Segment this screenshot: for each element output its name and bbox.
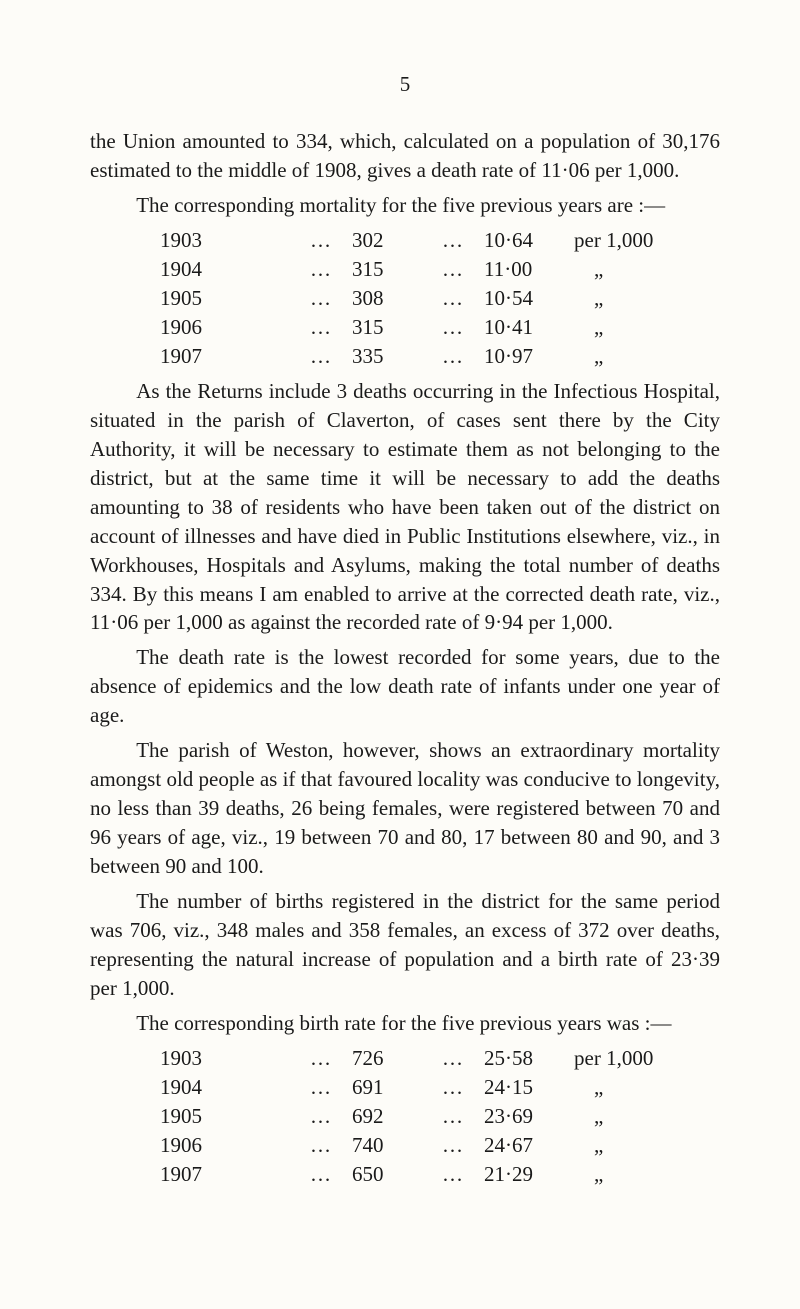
stat-rate: 23·69 xyxy=(484,1102,574,1131)
stat-year: 1905 xyxy=(90,1102,310,1131)
ditto-mark: „ xyxy=(574,284,720,313)
ellipsis: … xyxy=(442,342,484,371)
document-page: 5 the Union amounted to 334, which, calc… xyxy=(0,0,800,1309)
stat-rate: 24·67 xyxy=(484,1131,574,1160)
table-row: 1904 … 691 … 24·15 „ xyxy=(90,1073,720,1102)
stat-value: 650 xyxy=(352,1160,442,1189)
ellipsis: … xyxy=(310,1131,352,1160)
stat-value: 726 xyxy=(352,1044,442,1073)
births-table: 1903 … 726 … 25·58 per 1,000 1904 … 691 … xyxy=(90,1044,720,1189)
stat-value: 315 xyxy=(352,313,442,342)
stat-rate: 11·00 xyxy=(484,255,574,284)
stat-rate: 10·41 xyxy=(484,313,574,342)
ellipsis: … xyxy=(310,226,352,255)
table-row: 1907 … 335 … 10·97 „ xyxy=(90,342,720,371)
stat-value: 692 xyxy=(352,1102,442,1131)
ellipsis: … xyxy=(442,226,484,255)
ellipsis: … xyxy=(310,284,352,313)
stat-per: per 1,000 xyxy=(574,1044,720,1073)
stat-rate: 10·54 xyxy=(484,284,574,313)
stat-year: 1907 xyxy=(90,342,310,371)
table-row: 1906 … 315 … 10·41 „ xyxy=(90,313,720,342)
mortality-table: 1903 … 302 … 10·64 per 1,000 1904 … 315 … xyxy=(90,226,720,371)
stat-rate: 21·29 xyxy=(484,1160,574,1189)
paragraph: The number of births registered in the d… xyxy=(90,887,720,1003)
stat-year: 1904 xyxy=(90,255,310,284)
stat-year: 1903 xyxy=(90,226,310,255)
stat-rate: 25·58 xyxy=(484,1044,574,1073)
ditto-mark: „ xyxy=(574,255,720,284)
ellipsis: … xyxy=(310,313,352,342)
page-number: 5 xyxy=(90,70,720,99)
stat-value: 315 xyxy=(352,255,442,284)
stat-year: 1903 xyxy=(90,1044,310,1073)
ellipsis: … xyxy=(310,255,352,284)
ellipsis: … xyxy=(310,342,352,371)
stat-year: 1905 xyxy=(90,284,310,313)
ellipsis: … xyxy=(442,1131,484,1160)
stat-value: 302 xyxy=(352,226,442,255)
table-row: 1904 … 315 … 11·00 „ xyxy=(90,255,720,284)
stat-year: 1907 xyxy=(90,1160,310,1189)
stat-year: 1906 xyxy=(90,313,310,342)
stat-rate: 24·15 xyxy=(484,1073,574,1102)
paragraph: The corresponding birth rate for the fiv… xyxy=(90,1009,720,1038)
stat-year: 1904 xyxy=(90,1073,310,1102)
ellipsis: … xyxy=(310,1073,352,1102)
ditto-mark: „ xyxy=(574,1131,720,1160)
stat-year: 1906 xyxy=(90,1131,310,1160)
ditto-mark: „ xyxy=(574,342,720,371)
paragraph: The parish of Weston, however, shows an … xyxy=(90,736,720,881)
table-row: 1905 … 692 … 23·69 „ xyxy=(90,1102,720,1131)
table-row: 1903 … 302 … 10·64 per 1,000 xyxy=(90,226,720,255)
stat-value: 740 xyxy=(352,1131,442,1160)
ellipsis: … xyxy=(442,1044,484,1073)
stat-rate: 10·64 xyxy=(484,226,574,255)
stat-value: 335 xyxy=(352,342,442,371)
table-row: 1903 … 726 … 25·58 per 1,000 xyxy=(90,1044,720,1073)
ellipsis: … xyxy=(442,313,484,342)
ellipsis: … xyxy=(442,284,484,313)
paragraph: The corresponding mortality for the five… xyxy=(90,191,720,220)
stat-per: per 1,000 xyxy=(574,226,720,255)
paragraph: The death rate is the lowest recorded fo… xyxy=(90,643,720,730)
ellipsis: … xyxy=(442,1102,484,1131)
ellipsis: … xyxy=(310,1044,352,1073)
ditto-mark: „ xyxy=(574,1073,720,1102)
table-row: 1907 … 650 … 21·29 „ xyxy=(90,1160,720,1189)
ellipsis: … xyxy=(310,1160,352,1189)
ellipsis: … xyxy=(442,255,484,284)
stat-value: 691 xyxy=(352,1073,442,1102)
ellipsis: … xyxy=(442,1073,484,1102)
stat-rate: 10·97 xyxy=(484,342,574,371)
ditto-mark: „ xyxy=(574,1160,720,1189)
ellipsis: … xyxy=(442,1160,484,1189)
ditto-mark: „ xyxy=(574,313,720,342)
paragraph: As the Returns include 3 deaths occurrin… xyxy=(90,377,720,638)
paragraph: the Union amounted to 334, which, calcul… xyxy=(90,127,720,185)
table-row: 1905 … 308 … 10·54 „ xyxy=(90,284,720,313)
ellipsis: … xyxy=(310,1102,352,1131)
table-row: 1906 … 740 … 24·67 „ xyxy=(90,1131,720,1160)
ditto-mark: „ xyxy=(574,1102,720,1131)
stat-value: 308 xyxy=(352,284,442,313)
